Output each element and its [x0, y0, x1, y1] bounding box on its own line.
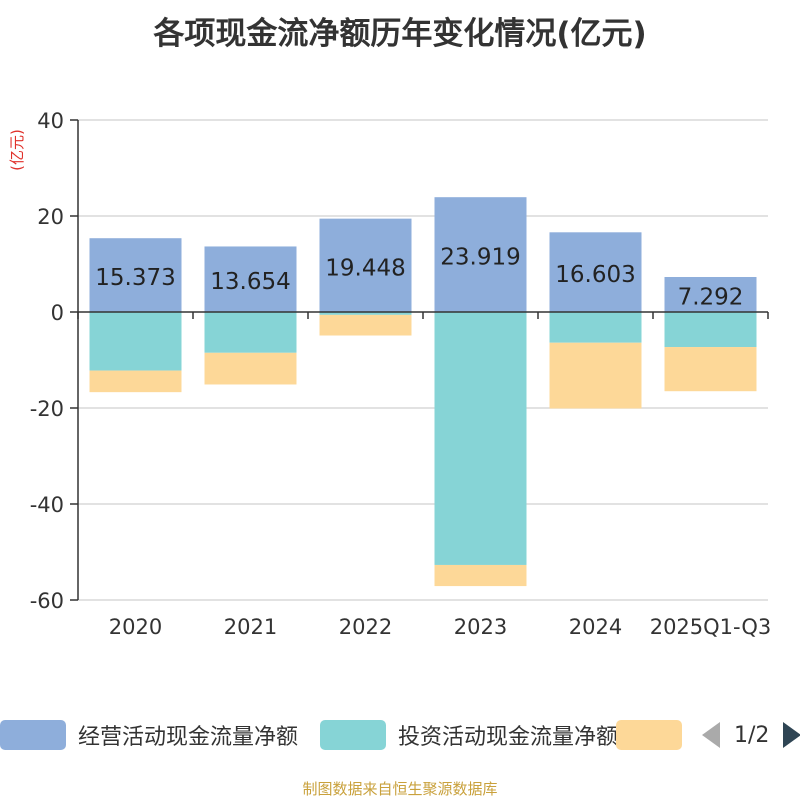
bar-investing-2023 — [434, 312, 527, 565]
legend: 经营活动现金流量净额 投资活动现金流量净额 1/2 — [0, 715, 800, 755]
bar-operating-2022 — [319, 218, 412, 312]
bar-operating-2020 — [89, 238, 182, 312]
bar-investing-2021 — [204, 312, 297, 353]
y-tick-label: -40 — [30, 493, 64, 517]
bar-financing-2023 — [434, 564, 527, 587]
data-label-2024: 16.603 — [555, 262, 635, 288]
x-tick-label: 2024 — [569, 615, 622, 639]
bar-investing-2025Q1-Q3 — [664, 312, 757, 348]
x-tick-label: 2025Q1-Q3 — [650, 615, 772, 639]
legend-swatch-operating — [0, 720, 66, 750]
data-label-2022: 19.448 — [325, 255, 405, 281]
x-tick-label: 2021 — [224, 615, 277, 639]
data-label-2025Q1-Q3: 7.292 — [678, 284, 744, 310]
x-tick-label: 2020 — [109, 615, 162, 639]
bar-financing-2022 — [319, 314, 412, 336]
y-tick-label: 40 — [37, 109, 64, 133]
bar-financing-2025Q1-Q3 — [664, 347, 757, 392]
bar-financing-2021 — [204, 352, 297, 385]
next-page-icon[interactable] — [783, 722, 800, 748]
legend-swatch-investing — [320, 720, 386, 750]
legend-label-operating: 经营活动现金流量净额 — [78, 725, 299, 750]
bar-operating-2025Q1-Q3 — [664, 276, 757, 312]
y-tick-label: 20 — [37, 205, 64, 229]
legend-item-financing[interactable] — [616, 715, 682, 755]
y-tick-label: -60 — [30, 589, 64, 613]
chart-area: 40 20 0 -20 -40 -60 (亿元) 15.373 13.654 19.448 23.9… — [8, 109, 772, 639]
x-tick-label: 2022 — [339, 615, 392, 639]
bar-investing-2024 — [549, 312, 642, 343]
bar-operating-2024 — [549, 232, 642, 312]
y-tick-label: -20 — [30, 397, 64, 421]
legend-pager: 1/2 — [700, 715, 800, 755]
chart-title: 各项现金流净额历年变化情况(亿元) — [153, 16, 647, 52]
data-label-2021: 13.654 — [210, 269, 290, 295]
legend-page-indicator: 1/2 — [734, 722, 770, 748]
legend-item-investing[interactable]: 投资活动现金流量净额 — [320, 715, 618, 755]
y-axis-title: (亿元) — [8, 129, 26, 171]
bar-operating-2021 — [204, 246, 297, 312]
bar-operating-2023 — [434, 197, 527, 312]
bar-financing-2024 — [549, 342, 642, 409]
legend-label-investing: 投资活动现金流量净额 — [398, 725, 619, 750]
legend-item-operating[interactable]: 经营活动现金流量净额 — [0, 715, 298, 755]
y-tick-label: 0 — [51, 301, 64, 325]
x-tick-label: 2023 — [454, 615, 507, 639]
data-source-note: 制图数据来自恒生聚源数据库 — [302, 780, 498, 798]
data-label-2023: 23.919 — [440, 245, 520, 271]
bar-investing-2022 — [319, 312, 412, 315]
bar-financing-2020 — [89, 370, 182, 393]
prev-page-icon[interactable] — [702, 722, 720, 748]
data-label-2020: 15.373 — [95, 265, 175, 291]
bar-investing-2020 — [89, 312, 182, 371]
legend-swatch-financing — [616, 720, 682, 750]
